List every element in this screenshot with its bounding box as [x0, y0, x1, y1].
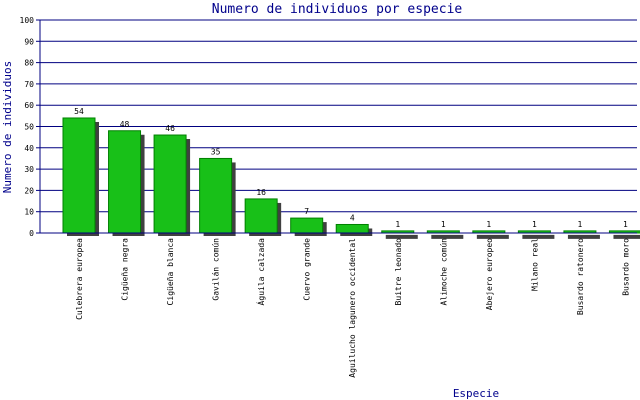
data-label: 16 — [256, 188, 266, 197]
x-tick-label: Aguilucho lagunero occidental — [348, 238, 357, 378]
data-label: 54 — [74, 107, 84, 116]
axes — [39, 20, 637, 234]
bar — [290, 217, 324, 234]
x-tick-label: Alimoche común — [439, 238, 448, 306]
x-axis-label: Especie — [453, 387, 499, 400]
bar — [335, 223, 369, 234]
bar — [244, 198, 278, 234]
data-label: 35 — [211, 147, 221, 156]
y-tick-label: 30 — [24, 165, 34, 174]
x-tick-label: Busardo moro — [621, 238, 630, 296]
bar-shadow — [567, 234, 600, 239]
data-label: 48 — [120, 120, 130, 129]
y-tick-label: 90 — [24, 37, 34, 46]
y-tick-label: 70 — [24, 80, 34, 89]
x-tick-label: Culebrera europea — [75, 238, 84, 320]
y-tick-label: 20 — [24, 186, 34, 195]
data-label: 1 — [578, 220, 583, 229]
bar — [153, 134, 187, 234]
bar-shadow — [431, 234, 464, 239]
y-axis-label: Numero de individuos — [1, 61, 14, 193]
data-label: 1 — [532, 220, 537, 229]
x-tick-label: Cigüeña negra — [121, 238, 130, 301]
bar-shadow — [522, 234, 555, 239]
data-label: 1 — [441, 220, 446, 229]
data-label: 4 — [350, 213, 355, 222]
x-tick-label: Milano real — [530, 238, 539, 291]
chart-title: Numero de individuos por especie — [212, 2, 463, 17]
bar-shadow — [385, 234, 418, 239]
data-labels: 54 48 46 35 16 7 4 1 1 1 1 1 1 — [74, 107, 628, 229]
x-tick-label: Águila calzada — [255, 238, 266, 306]
bar — [62, 117, 96, 234]
bar-shadow — [476, 234, 509, 239]
data-label: 7 — [304, 207, 309, 216]
x-tick-label: Cuervo grande — [303, 238, 312, 301]
data-label: 46 — [165, 124, 175, 133]
y-tick-labels: 0 10 20 30 40 50 60 70 80 90 100 — [20, 16, 35, 238]
bar — [199, 157, 233, 234]
y-tick-label: 50 — [24, 123, 34, 132]
x-tick-label: Gavilán común — [212, 238, 221, 301]
data-label: 1 — [395, 220, 400, 229]
data-label: 1 — [486, 220, 491, 229]
x-tick-label: Abejero europeo — [485, 238, 494, 310]
y-tick-label: 100 — [20, 16, 35, 25]
y-tick-label: 60 — [24, 101, 34, 110]
x-tick-label: Busardo ratonero — [576, 238, 585, 315]
x-tick-labels: Culebrera europea Cigüeña negra Cigüeña bl… — [75, 238, 630, 378]
data-label: 1 — [623, 220, 628, 229]
y-tick-label: 0 — [29, 229, 34, 238]
y-tick-label: 10 — [24, 208, 34, 217]
y-tick-label: 80 — [24, 59, 34, 68]
x-tick-label: Buitre leonado — [394, 238, 403, 306]
bar — [108, 130, 142, 234]
y-tick-label: 40 — [24, 144, 34, 153]
x-tick-label: Cigüeña blanca — [166, 238, 175, 306]
bar-shadow — [613, 234, 640, 239]
